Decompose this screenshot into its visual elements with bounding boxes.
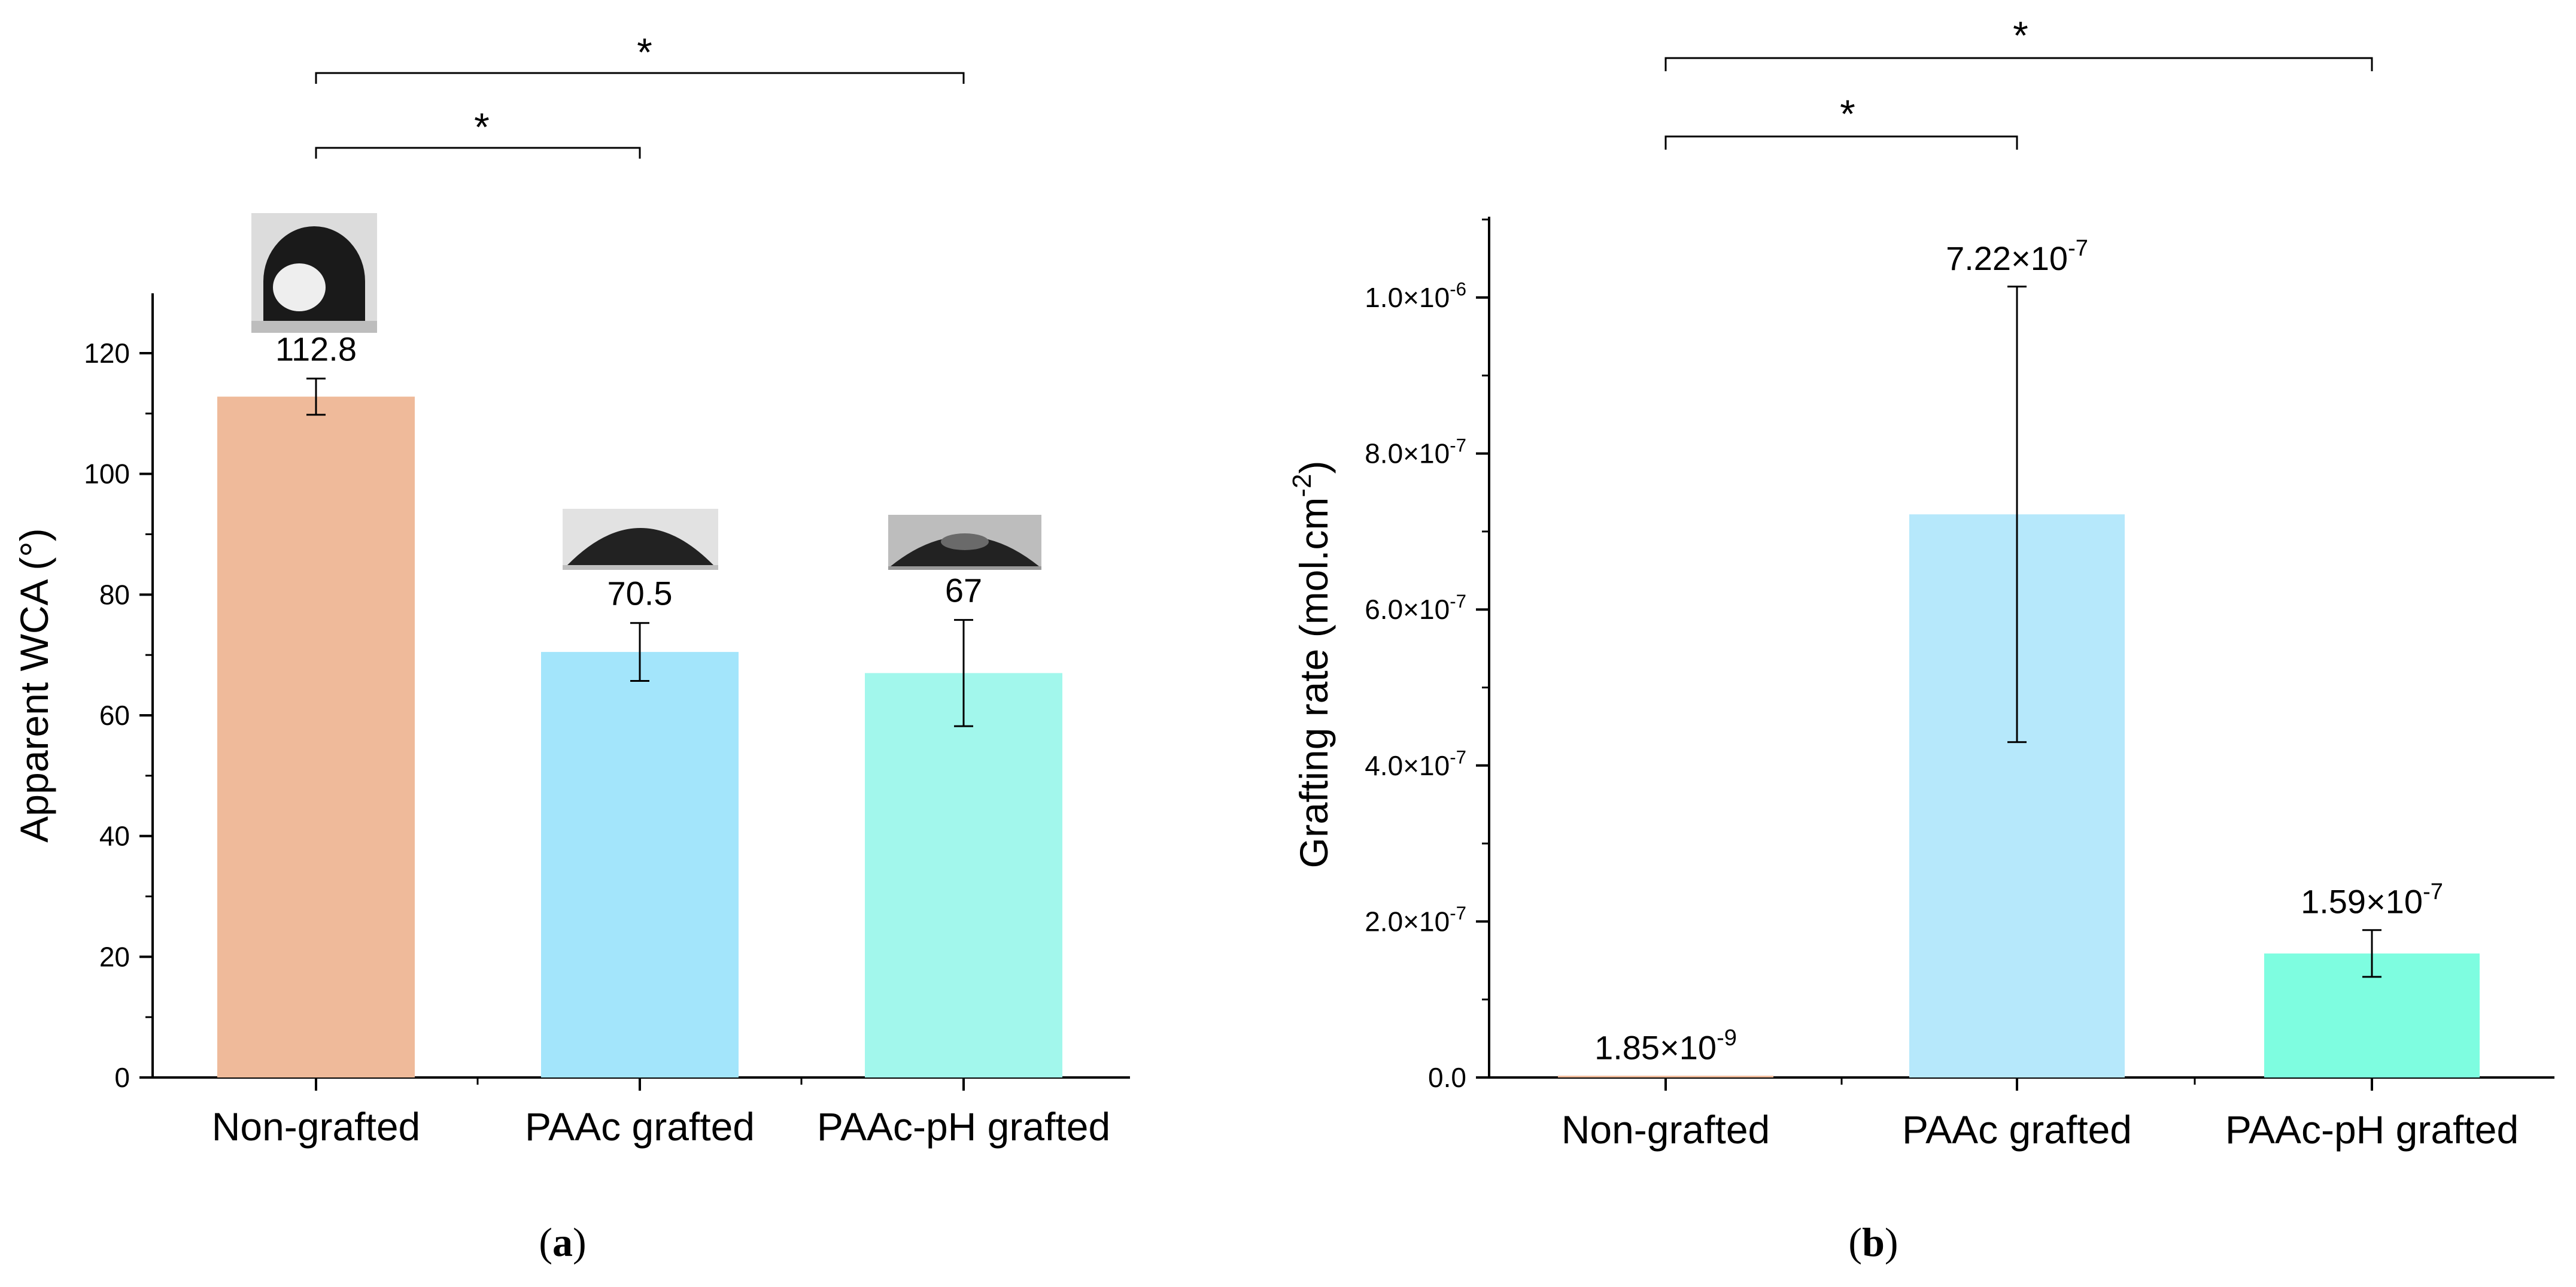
significance-star-b: *	[2013, 13, 2028, 57]
bar-a	[865, 673, 1062, 1077]
data-label-b: 7.22×10-7	[1946, 236, 2088, 277]
y-tick-label-a: 80	[99, 579, 130, 610]
panel-label-a: (a)	[539, 1219, 586, 1265]
significance-bracket-a	[315, 72, 965, 84]
x-category-label-b: Non-grafted	[1562, 1107, 1770, 1152]
x-category-label-a: Non-grafted	[212, 1104, 421, 1149]
y-tick-label-b: 1.0×10-6	[1365, 279, 1466, 313]
data-label-a: 67	[945, 572, 982, 609]
y-tick-label-b: 0.0	[1428, 1062, 1466, 1093]
y-tick-label-a: 100	[84, 459, 130, 490]
data-label-b: 1.85×10-9	[1594, 1025, 1737, 1067]
droplet-baseline	[563, 565, 718, 570]
droplet-baseline	[251, 321, 377, 333]
significance-bracket-a	[315, 147, 641, 159]
droplet-image-high-icon	[251, 213, 377, 333]
bar-b	[1558, 1076, 1773, 1077]
significance-star-b: *	[1840, 92, 1855, 136]
y-tick-label-b: 4.0×10-7	[1365, 746, 1466, 781]
y-tick-label-b: 6.0×10-7	[1365, 591, 1466, 625]
droplet-body	[891, 536, 1039, 566]
y-tick-label-a: 0	[114, 1062, 130, 1093]
x-category-label-a: PAAc grafted	[525, 1104, 755, 1149]
data-label-b: 1.59×10-7	[2301, 879, 2443, 921]
significance-bracket-b	[1664, 135, 2018, 150]
y-axis-title-a: Apparent WCA (°)	[12, 528, 56, 842]
bar-a	[217, 396, 415, 1077]
droplet-reflection	[941, 533, 989, 550]
droplet-image-medium-icon	[563, 509, 718, 570]
droplet-image-low-icon	[888, 515, 1041, 570]
y-axis-title-b: Grafting rate (mol.cm-2)	[1287, 461, 1336, 869]
significance-star-a: *	[637, 30, 652, 74]
bar-a	[541, 652, 739, 1077]
significance-star-a: *	[474, 105, 490, 149]
data-label-a: 70.5	[607, 575, 673, 612]
y-tick-label-a: 120	[84, 338, 130, 369]
y-tick-label-b: 8.0×10-7	[1365, 435, 1466, 469]
panel-label-b: (b)	[1848, 1219, 1898, 1265]
droplet-body	[567, 528, 713, 565]
x-category-label-b: PAAc grafted	[1902, 1107, 2132, 1152]
y-tick-label-a: 20	[99, 941, 130, 972]
y-tick-label-a: 60	[99, 700, 130, 731]
x-category-label-b: PAAc-pH grafted	[2225, 1107, 2519, 1152]
droplet-baseline	[888, 566, 1041, 570]
y-tick-label-a: 40	[99, 821, 130, 852]
data-label-a: 112.8	[275, 330, 357, 368]
y-tick-label-b: 2.0×10-7	[1365, 903, 1466, 937]
droplet-highlight	[273, 263, 326, 311]
significance-bracket-b	[1664, 57, 2373, 71]
x-category-label-a: PAAc-pH grafted	[817, 1104, 1110, 1149]
